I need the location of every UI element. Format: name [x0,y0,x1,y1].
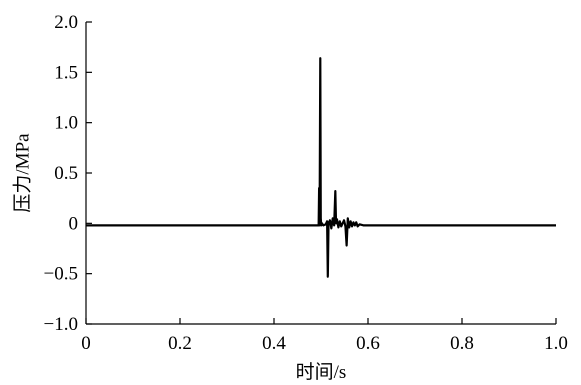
pressure-series-line [86,57,556,278]
y-tick-label: −0.5 [44,264,78,285]
y-axis-title: 压力/MPa [11,133,33,213]
y-tick-label: 0 [69,213,79,234]
y-axis-ticks: −1.0 −0.5 0 0.5 1.0 1.5 2.0 [44,12,92,335]
x-axis-title: 时间/s [296,361,347,383]
y-tick-label: 0.5 [54,163,78,184]
y-tick-label: 2.0 [54,12,78,33]
x-tick-label: 0.6 [356,333,380,354]
x-tick-label: 0.8 [450,333,474,354]
y-tick-label: 1.5 [54,62,78,83]
x-axis-ticks: 0 0.2 0.4 0.6 0.8 1.0 [81,318,568,354]
y-tick-label: 1.0 [54,113,78,134]
x-tick-label: 0 [81,333,91,354]
x-tick-label: 0.4 [262,333,286,354]
x-tick-label: 0.2 [168,333,192,354]
y-tick-label: −1.0 [44,314,78,335]
x-tick-label: 1.0 [544,333,568,354]
